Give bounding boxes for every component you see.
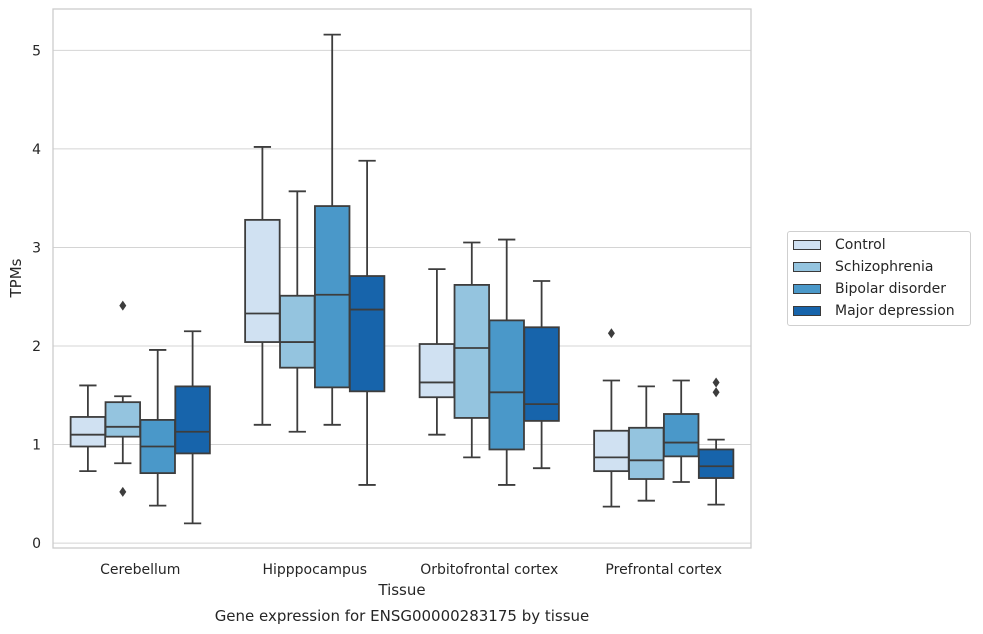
major-depression-cerebellum-box — [174, 385, 211, 455]
control-orbitofrontal-cortex-box — [418, 343, 456, 399]
y-tick-label: 1 — [32, 438, 41, 454]
legend-swatch-major-depression — [793, 306, 821, 316]
legend-swatch-bipolar-disorder — [793, 284, 821, 294]
figure-caption: Gene expression for ENSG00000283175 by t… — [214, 607, 590, 625]
y-tick-label: 0 — [32, 536, 41, 552]
y-tick-label: 3 — [32, 240, 41, 256]
major-depression-prefrontal-cortex-outlier — [712, 377, 720, 388]
y-axis-label: TPMs — [7, 258, 25, 298]
control-prefrontal-cortex-outlier — [607, 328, 615, 339]
legend-item-major-depression: Major depression — [793, 301, 955, 321]
x-tick-label-hipppocampus: Hipppocampus — [262, 562, 367, 578]
major-depression-prefrontal-cortex-outlier — [712, 387, 720, 398]
plot-frame — [52, 8, 752, 549]
y-tick-label: 5 — [32, 43, 41, 59]
bipolar-disorder-prefrontal-cortex-box — [663, 413, 700, 458]
legend-item-schizophrenia: Schizophrenia — [793, 257, 933, 277]
legend-swatch-control — [793, 240, 821, 250]
legend: Control Schizophrenia Bipolar disorder M… — [787, 231, 971, 326]
legend-label-major-depression: Major depression — [835, 303, 955, 319]
legend-swatch-schizophrenia — [793, 262, 821, 272]
schizophrenia-hipppocampus-box — [279, 294, 316, 369]
major-depression-prefrontal-cortex-box — [697, 448, 735, 479]
bipolar-disorder-hipppocampus-box — [314, 205, 351, 389]
major-depression-hipppocampus-box — [348, 275, 386, 393]
schizophrenia-prefrontal-cortex-box — [628, 426, 665, 480]
x-tick-label-orbitofrontal-cortex: Orbitofrontal cortex — [420, 562, 558, 578]
schizophrenia-cerebellum-outlier — [119, 486, 127, 497]
legend-label-control: Control — [835, 237, 886, 253]
schizophrenia-cerebellum-outlier — [119, 300, 127, 311]
control-prefrontal-cortex-box — [593, 429, 630, 473]
major-depression-orbitofrontal-cortex-box — [523, 326, 560, 422]
x-tick-label-prefrontal-cortex: Prefrontal cortex — [605, 562, 722, 578]
x-tick-label-cerebellum: Cerebellum — [100, 562, 180, 578]
schizophrenia-orbitofrontal-cortex-box — [453, 284, 490, 419]
legend-item-control: Control — [793, 235, 886, 255]
y-tick-label: 4 — [32, 142, 41, 158]
x-axis-label: Tissue — [378, 581, 426, 599]
legend-item-bipolar-disorder: Bipolar disorder — [793, 279, 946, 299]
bipolar-disorder-orbitofrontal-cortex-box — [488, 319, 525, 451]
legend-label-bipolar-disorder: Bipolar disorder — [835, 281, 947, 297]
control-cerebellum-box — [69, 416, 107, 448]
legend-label-schizophrenia: Schizophrenia — [835, 259, 934, 275]
y-tick-label: 2 — [32, 339, 41, 355]
control-hipppocampus-box — [244, 218, 281, 343]
schizophrenia-cerebellum-box — [104, 401, 141, 438]
